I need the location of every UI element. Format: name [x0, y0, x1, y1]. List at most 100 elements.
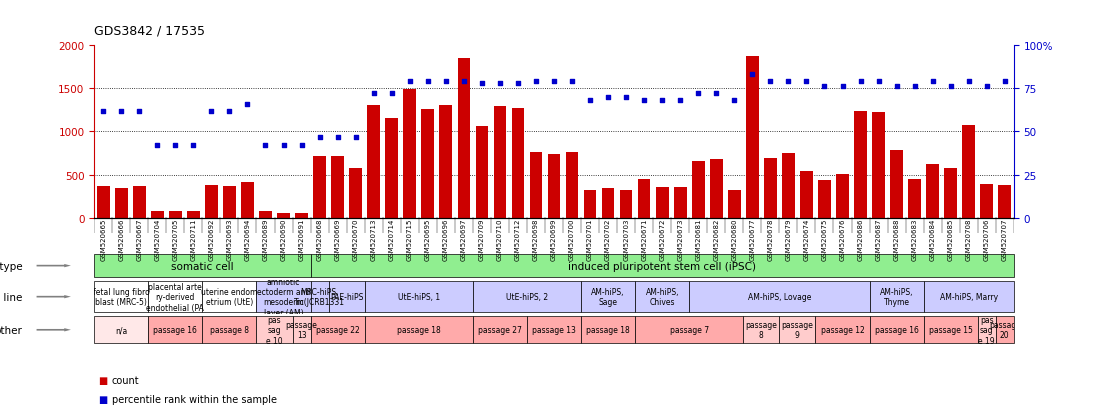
Bar	[996, 316, 1014, 344]
Text: amniotic
ectoderm and
mesoderm
layer (AM): amniotic ectoderm and mesoderm layer (AM…	[257, 277, 310, 317]
Text: pas
sag
e 19: pas sag e 19	[978, 315, 995, 345]
Text: GSM520672: GSM520672	[659, 218, 665, 261]
Text: GSM520705: GSM520705	[173, 218, 178, 261]
Text: GSM520678: GSM520678	[768, 218, 773, 261]
Bar	[293, 316, 310, 344]
Bar	[205, 186, 217, 219]
Bar	[998, 186, 1012, 219]
Bar	[310, 316, 365, 344]
Bar	[151, 212, 164, 219]
Bar	[656, 188, 668, 219]
Bar	[581, 316, 635, 344]
Text: GSM520684: GSM520684	[930, 218, 935, 261]
Bar	[818, 181, 831, 219]
Text: GSM520676: GSM520676	[840, 218, 845, 261]
Text: GSM520669: GSM520669	[335, 218, 340, 261]
Text: GSM520700: GSM520700	[570, 218, 575, 261]
Bar	[310, 254, 1014, 278]
Bar	[815, 316, 870, 344]
Bar	[365, 316, 473, 344]
Text: GSM520711: GSM520711	[191, 218, 196, 261]
Bar	[728, 190, 740, 219]
Bar	[692, 161, 705, 219]
Bar	[981, 184, 993, 219]
Point	[996, 78, 1014, 85]
Point	[689, 91, 707, 97]
Bar	[440, 106, 452, 219]
Text: ■: ■	[99, 375, 107, 385]
Text: GSM520679: GSM520679	[786, 218, 791, 261]
Bar	[473, 281, 581, 313]
Point	[473, 80, 491, 87]
Point	[671, 97, 689, 104]
Bar	[96, 187, 110, 219]
Bar	[872, 113, 885, 219]
Text: GSM520677: GSM520677	[749, 218, 756, 261]
Bar	[944, 169, 957, 219]
Point	[491, 80, 509, 87]
Text: GSM520687: GSM520687	[875, 218, 882, 261]
Bar	[837, 175, 849, 219]
Bar	[223, 187, 236, 219]
Text: n/a: n/a	[115, 325, 127, 335]
Text: AM-hiPS,
Thyme: AM-hiPS, Thyme	[880, 287, 913, 306]
Text: GSM520686: GSM520686	[858, 218, 863, 261]
Point	[978, 84, 996, 90]
Text: GSM520715: GSM520715	[407, 218, 413, 261]
Text: GSM520694: GSM520694	[245, 218, 250, 261]
Bar	[94, 254, 310, 278]
Text: GSM520675: GSM520675	[821, 218, 828, 261]
Bar	[170, 212, 182, 219]
Point	[798, 78, 815, 85]
Bar	[854, 112, 866, 219]
Bar	[926, 164, 938, 219]
Text: passage 16: passage 16	[874, 325, 919, 335]
Bar	[765, 158, 777, 219]
Bar	[710, 160, 722, 219]
Bar	[203, 316, 256, 344]
Text: GSM520704: GSM520704	[154, 218, 161, 261]
Bar	[115, 188, 127, 219]
Point	[833, 84, 851, 90]
Text: passage 16: passage 16	[153, 325, 197, 335]
Bar	[368, 106, 380, 219]
Text: GSM520691: GSM520691	[298, 218, 305, 261]
Bar	[635, 281, 689, 313]
Text: UtE-hiPS, 2: UtE-hiPS, 2	[506, 292, 548, 301]
Bar	[909, 180, 921, 219]
Text: GSM520685: GSM520685	[947, 218, 954, 261]
Text: AM-hiPS, Marry: AM-hiPS, Marry	[940, 292, 998, 301]
Text: other: other	[0, 325, 22, 335]
Text: passage 12: passage 12	[821, 325, 864, 335]
Bar	[148, 281, 203, 313]
Text: GSM520688: GSM520688	[894, 218, 900, 261]
Point	[905, 84, 923, 90]
Bar	[475, 127, 489, 219]
Point	[761, 78, 779, 85]
Point	[743, 71, 761, 78]
Bar	[782, 154, 794, 219]
Text: GSM520673: GSM520673	[677, 218, 684, 261]
Point	[293, 143, 310, 150]
Text: passage
20: passage 20	[988, 320, 1020, 339]
Bar	[527, 316, 581, 344]
Bar	[743, 316, 779, 344]
Bar	[94, 316, 148, 344]
Text: GSM520689: GSM520689	[263, 218, 268, 261]
Text: GSM520670: GSM520670	[352, 218, 359, 261]
Text: GSM520699: GSM520699	[551, 218, 557, 261]
Bar	[349, 169, 362, 219]
Bar	[800, 172, 813, 219]
Point	[780, 78, 798, 85]
Text: placental arte
ry-derived
endothelial (PA: placental arte ry-derived endothelial (P…	[146, 282, 204, 312]
Text: percentile rank within the sample: percentile rank within the sample	[112, 394, 277, 404]
Bar	[746, 57, 759, 219]
Text: cell type: cell type	[0, 261, 22, 271]
Point	[924, 78, 942, 85]
Text: GSM520671: GSM520671	[642, 218, 647, 261]
Bar	[473, 316, 527, 344]
Bar	[148, 316, 203, 344]
Text: GSM520713: GSM520713	[371, 218, 377, 261]
Text: passage 7: passage 7	[669, 325, 709, 335]
Point	[635, 97, 653, 104]
